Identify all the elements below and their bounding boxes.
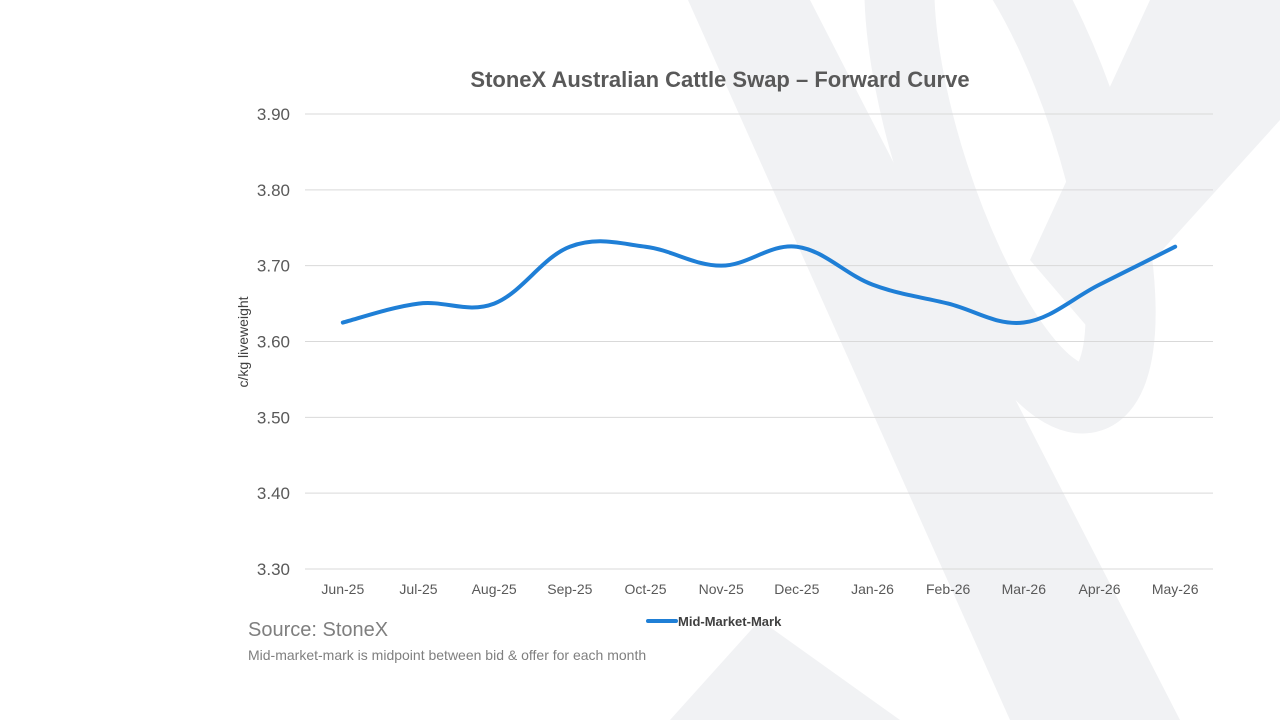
x-tick-label: Apr-26 [1078, 581, 1120, 597]
y-tick-label: 3.30 [257, 560, 290, 579]
source-label: Source: StoneX [248, 619, 389, 641]
x-tick-label: Aug-25 [472, 581, 517, 597]
x-tick-label: Nov-25 [699, 581, 744, 597]
series-line-mid-market-mark [340, 239, 1178, 326]
y-axis-ticks: 3.30 3.40 3.50 3.60 3.70 3.80 3.90 [257, 105, 290, 579]
y-tick-label: 3.50 [257, 408, 290, 427]
y-tick-label: 3.90 [257, 105, 290, 124]
footnote: Mid-market-mark is midpoint between bid … [248, 647, 647, 663]
x-tick-label: Jul-25 [399, 581, 437, 597]
y-tick-label: 3.40 [257, 484, 290, 503]
chart-title: StoneX Australian Cattle Swap – Forward … [470, 67, 969, 92]
x-tick-label: Feb-26 [926, 581, 971, 597]
x-tick-label: May-26 [1152, 581, 1199, 597]
x-tick-label: Jun-25 [321, 581, 364, 597]
x-tick-label: Dec-25 [774, 581, 819, 597]
y-tick-label: 3.80 [257, 181, 290, 200]
x-axis-ticks: Jun-25 Jul-25 Aug-25 Sep-25 Oct-25 Nov-25 Dec-… [321, 581, 1198, 597]
x-tick-label: Oct-25 [624, 581, 666, 597]
y-axis-label: c/kg liveweight [235, 296, 251, 387]
x-tick-label: Mar-26 [1002, 581, 1047, 597]
legend-label: Mid-Market-Mark [678, 614, 782, 629]
x-tick-label: Jan-26 [851, 581, 894, 597]
grid-lines [305, 113, 1213, 570]
x-tick-label: Sep-25 [547, 581, 592, 597]
legend: Mid-Market-Mark [646, 614, 782, 629]
y-tick-label: 3.70 [257, 257, 290, 276]
y-tick-label: 3.60 [257, 333, 290, 352]
